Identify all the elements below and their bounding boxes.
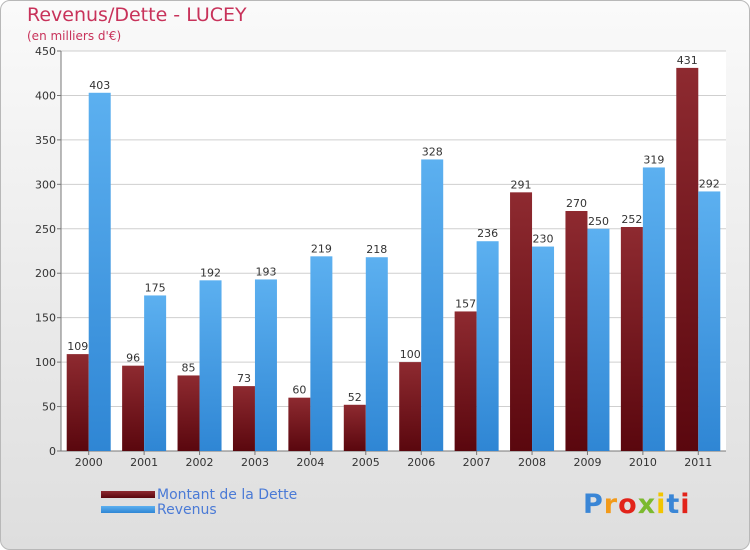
plot-area (61, 51, 726, 451)
y-tick-label-100: 100 (35, 356, 56, 369)
bar-revenus-2006 (421, 159, 444, 451)
legend-item-revenus: Revenus (101, 501, 297, 518)
data-label-dette-2011: 431 (677, 54, 698, 67)
x-tick-label-2001: 2001 (130, 456, 158, 469)
bar-dette-2008 (510, 192, 533, 452)
y-tick-label-150: 150 (35, 312, 56, 325)
y-tick-label-250: 250 (35, 223, 56, 236)
logo-letter: t (666, 489, 681, 520)
data-label-dette-2001: 96 (126, 352, 140, 365)
x-tick-label-2007: 2007 (463, 456, 491, 469)
x-tick-label-2009: 2009 (573, 456, 601, 469)
legend-label-dette: Montant de la Dette (157, 486, 298, 503)
bar-dette-2002 (177, 375, 200, 451)
bar-dette-2003 (232, 386, 255, 451)
legend-swatch-dette (101, 491, 155, 498)
data-label-revenus-2003: 193 (255, 265, 276, 278)
data-label-revenus-2010: 319 (643, 153, 664, 166)
bar-revenus-2007 (476, 241, 499, 451)
bar-revenus-2001 (144, 295, 167, 451)
data-label-dette-2005: 52 (348, 391, 362, 404)
bar-revenus-2004 (310, 256, 333, 451)
logo-letter: r (603, 489, 619, 520)
chart-subtitle: (en milliers d'€) (27, 29, 122, 43)
bar-dette-2000 (66, 354, 89, 451)
bar-revenus-2010 (642, 167, 665, 451)
bar-dette-2001 (122, 365, 145, 451)
data-label-dette-2002: 85 (182, 361, 196, 374)
bar-dette-2009 (565, 211, 588, 451)
logo-letter: x (637, 489, 657, 520)
bar-dette-2011 (676, 67, 699, 451)
x-tick-label-2004: 2004 (296, 456, 324, 469)
chart-title: Revenus/Dette - LUCEY (27, 4, 247, 26)
data-label-revenus-2011: 292 (699, 177, 720, 190)
bar-dette-2004 (288, 397, 311, 451)
proxiti-logo: Proxiti (583, 489, 691, 520)
bar-dette-2005 (343, 404, 366, 451)
legend-item-dette: Montant de la Dette (101, 486, 298, 503)
bar-revenus-2008 (532, 246, 555, 451)
y-tick-label-0: 0 (49, 445, 56, 458)
x-tick-label-2010: 2010 (629, 456, 657, 469)
x-tick-label-2005: 2005 (352, 456, 380, 469)
data-label-dette-2010: 252 (621, 213, 642, 226)
data-label-revenus-2007: 236 (477, 227, 498, 240)
legend-label-revenus: Revenus (157, 501, 217, 518)
data-label-dette-2009: 270 (566, 197, 587, 210)
y-tick-label-200: 200 (35, 267, 56, 280)
logo-letter: i (656, 489, 667, 520)
y-tick-label-400: 400 (35, 89, 56, 102)
data-label-revenus-2009: 250 (588, 215, 609, 228)
bar-revenus-2009 (587, 228, 610, 451)
bar-revenus-2000 (88, 92, 111, 452)
data-label-revenus-2004: 219 (311, 242, 332, 255)
x-tick-label-2008: 2008 (518, 456, 546, 469)
data-label-revenus-2006: 328 (422, 145, 443, 158)
legend: Montant de la Dette Revenus (101, 486, 298, 518)
y-tick-label-300: 300 (35, 178, 56, 191)
data-label-revenus-2000: 403 (89, 79, 110, 92)
x-tick-label-2011: 2011 (684, 456, 712, 469)
legend-swatch-revenus (101, 506, 155, 513)
y-tick-label-450: 450 (35, 45, 56, 58)
data-label-revenus-2008: 230 (533, 233, 554, 246)
logo-letter: o (618, 489, 638, 520)
data-label-revenus-2001: 175 (145, 281, 166, 294)
data-label-dette-2004: 60 (292, 384, 306, 397)
bar-revenus-2002 (199, 280, 222, 451)
data-label-dette-2006: 100 (400, 348, 421, 361)
data-label-dette-2007: 157 (455, 297, 476, 310)
logo-letter: i (680, 489, 691, 520)
data-label-revenus-2002: 192 (200, 266, 221, 279)
bar-revenus-2005 (365, 257, 388, 451)
bar-dette-2006 (399, 362, 422, 451)
bar-dette-2007 (454, 311, 477, 451)
x-tick-label-2000: 2000 (75, 456, 103, 469)
y-tick-label-350: 350 (35, 134, 56, 147)
x-tick-label-2002: 2002 (186, 456, 214, 469)
y-tick-label-50: 50 (42, 401, 56, 414)
x-tick-label-2003: 2003 (241, 456, 269, 469)
data-label-dette-2000: 109 (67, 340, 88, 353)
logo-letter: P (583, 489, 604, 520)
bar-dette-2010 (620, 227, 643, 451)
data-label-dette-2008: 291 (511, 178, 532, 191)
data-label-dette-2003: 73 (237, 372, 251, 385)
data-label-revenus-2005: 218 (366, 243, 387, 256)
bar-revenus-2011 (698, 191, 721, 451)
bar-revenus-2003 (254, 279, 277, 451)
x-tick-label-2006: 2006 (407, 456, 435, 469)
